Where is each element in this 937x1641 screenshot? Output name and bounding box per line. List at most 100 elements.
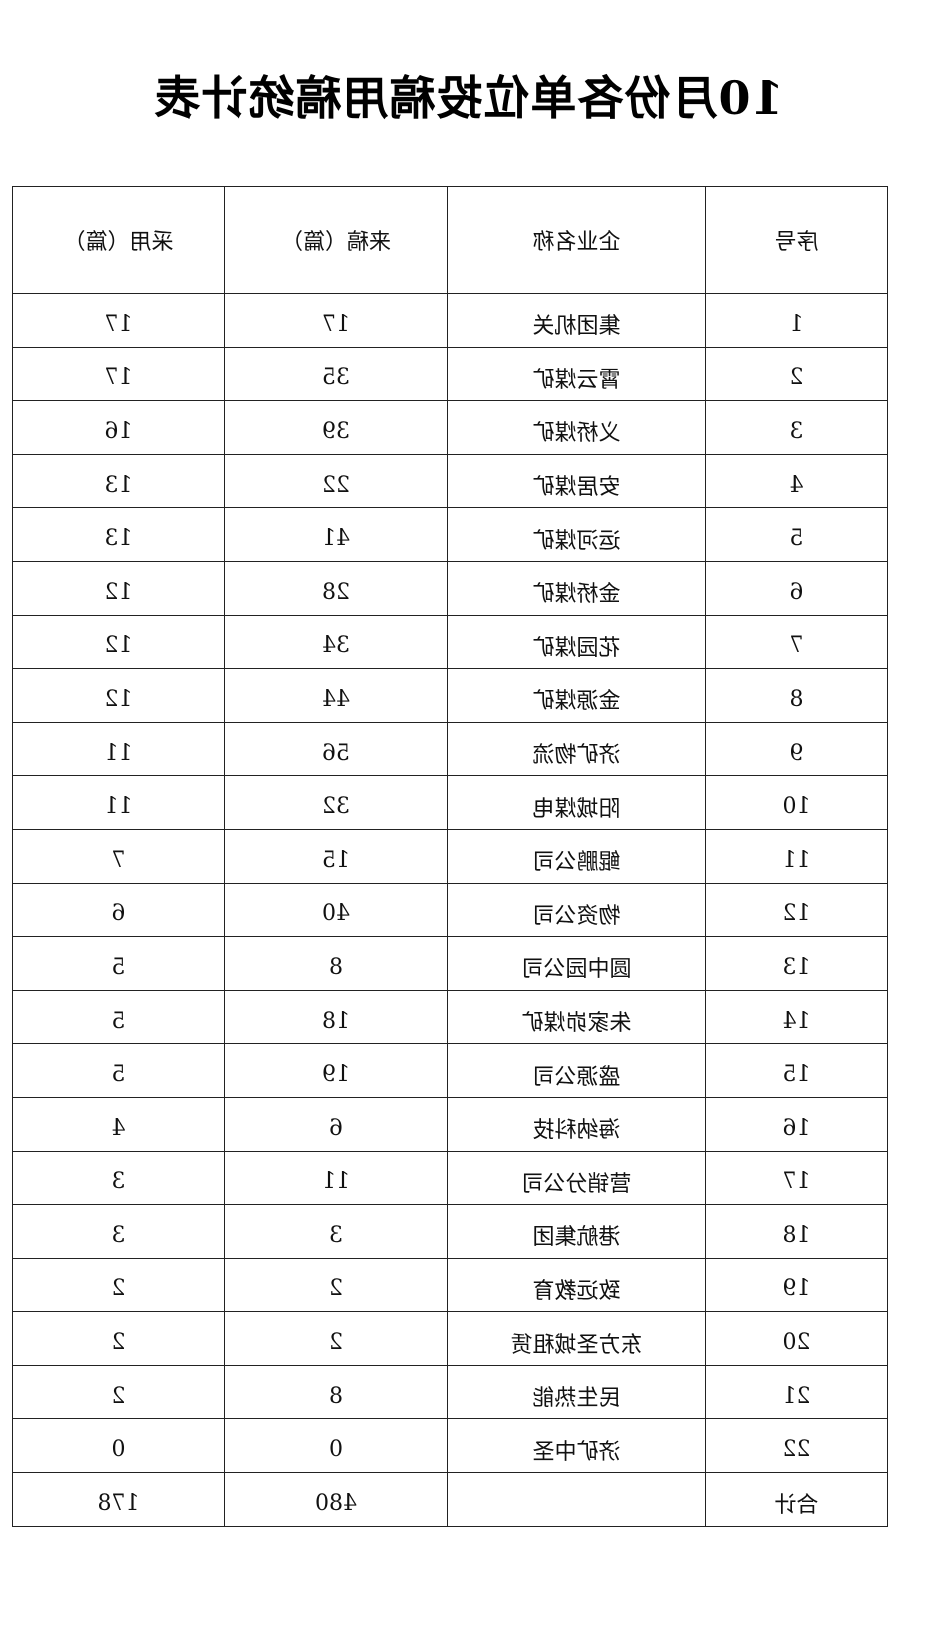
total-row: 合计 480 178 [12, 1472, 888, 1527]
cell-adopted: 5 [12, 936, 225, 991]
table-row: 1 集团机关 17 17 [12, 293, 888, 348]
cell-adopted: 13 [12, 454, 225, 508]
cell-company: 港航集团 [447, 1204, 706, 1259]
cell-adopted: 6 [12, 883, 225, 937]
cell-submitted: 56 [224, 722, 448, 776]
cell-index: 10 [705, 775, 888, 830]
cell-company: 物资公司 [447, 883, 706, 937]
table-row: 16 海纳科技 6 4 [12, 1097, 888, 1151]
cell-company: 运河煤矿 [447, 507, 706, 562]
table-row: 19 致远教育 2 2 [12, 1258, 888, 1312]
cell-index: 5 [705, 507, 888, 562]
cell-submitted: 18 [224, 990, 448, 1044]
table-row: 18 港航集团 3 3 [12, 1204, 888, 1259]
table-row: 15 盛源公司 19 5 [12, 1043, 888, 1098]
cell-adopted: 4 [12, 1097, 225, 1151]
cell-company: 致远教育 [447, 1258, 706, 1312]
cell-submitted: 35 [224, 347, 448, 401]
cell-index: 22 [705, 1418, 888, 1473]
cell-index: 12 [705, 883, 888, 937]
cell-submitted: 32 [224, 775, 448, 830]
table-row: 14 朱家峁煤矿 18 5 [12, 990, 888, 1044]
table-row: 6 金桥煤矿 28 12 [12, 561, 888, 616]
cell-company: 金源煤矿 [447, 668, 706, 723]
cell-adopted: 2 [12, 1311, 225, 1366]
cell-adopted: 2 [12, 1365, 225, 1419]
cell-index: 16 [705, 1097, 888, 1151]
cell-submitted: 8 [224, 1365, 448, 1419]
cell-index: 17 [705, 1151, 888, 1205]
cell-company: 朱家峁煤矿 [447, 990, 706, 1044]
cell-index: 9 [705, 722, 888, 776]
table-row: 4 安居煤矿 22 13 [12, 454, 888, 508]
cell-adopted: 17 [12, 293, 225, 348]
total-adopted: 178 [12, 1472, 225, 1527]
cell-submitted: 44 [224, 668, 448, 723]
cell-company: 霄云煤矿 [447, 347, 706, 401]
cell-index: 21 [705, 1365, 888, 1419]
cell-index: 19 [705, 1258, 888, 1312]
table-row: 8 金源煤矿 44 12 [12, 668, 888, 723]
cell-adopted: 11 [12, 775, 225, 830]
cell-company: 阳城煤电 [447, 775, 706, 830]
header-company: 企业名称 [447, 186, 706, 294]
table-row: 20 东方圣城租赁 2 2 [12, 1311, 888, 1366]
cell-submitted: 2 [224, 1311, 448, 1366]
cell-index: 1 [705, 293, 888, 348]
table-row: 17 营销分公司 11 3 [12, 1151, 888, 1205]
cell-adopted: 3 [12, 1204, 225, 1259]
table-row: 11 鲲鹏公司 15 7 [12, 829, 888, 884]
header-submitted: 来稿（篇） [224, 186, 448, 294]
cell-adopted: 2 [12, 1258, 225, 1312]
table-row: 2 霄云煤矿 35 17 [12, 347, 888, 401]
table-row: 22 济矿中圣 0 0 [12, 1418, 888, 1473]
table-row: 13 圆中园公司 8 5 [12, 936, 888, 991]
cell-company: 盛源公司 [447, 1043, 706, 1098]
cell-company: 安居煤矿 [447, 454, 706, 508]
cell-company: 金桥煤矿 [447, 561, 706, 616]
cell-index: 7 [705, 615, 888, 669]
cell-index: 20 [705, 1311, 888, 1366]
cell-company: 集团机关 [447, 293, 706, 348]
cell-adopted: 13 [12, 507, 225, 562]
cell-adopted: 5 [12, 1043, 225, 1098]
cell-submitted: 6 [224, 1097, 448, 1151]
cell-company: 花园煤矿 [447, 615, 706, 669]
cell-adopted: 12 [12, 561, 225, 616]
cell-adopted: 12 [12, 668, 225, 723]
cell-submitted: 3 [224, 1204, 448, 1259]
cell-submitted: 39 [224, 400, 448, 455]
total-label: 合计 [705, 1472, 888, 1527]
header-index: 序号 [705, 186, 888, 294]
total-submitted: 480 [224, 1472, 448, 1527]
cell-index: 18 [705, 1204, 888, 1259]
cell-submitted: 19 [224, 1043, 448, 1098]
cell-company: 鲲鹏公司 [447, 829, 706, 884]
cell-index: 15 [705, 1043, 888, 1098]
cell-adopted: 0 [12, 1418, 225, 1473]
table-row: 9 济矿物流 56 11 [12, 722, 888, 776]
cell-company: 东方圣城租赁 [447, 1311, 706, 1366]
cell-adopted: 5 [12, 990, 225, 1044]
cell-company: 营销分公司 [447, 1151, 706, 1205]
cell-company: 民生热能 [447, 1365, 706, 1419]
cell-adopted: 7 [12, 829, 225, 884]
cell-submitted: 40 [224, 883, 448, 937]
cell-submitted: 0 [224, 1418, 448, 1473]
cell-index: 11 [705, 829, 888, 884]
cell-index: 3 [705, 400, 888, 455]
cell-company: 义桥煤矿 [447, 400, 706, 455]
cell-adopted: 17 [12, 347, 225, 401]
cell-submitted: 15 [224, 829, 448, 884]
cell-company: 圆中园公司 [447, 936, 706, 991]
cell-adopted: 3 [12, 1151, 225, 1205]
header-adopted: 采用（篇） [12, 186, 225, 294]
cell-submitted: 11 [224, 1151, 448, 1205]
cell-index: 2 [705, 347, 888, 401]
table-row: 10 阳城煤电 32 11 [12, 775, 888, 830]
table-row: 12 物资公司 40 6 [12, 883, 888, 937]
cell-adopted: 16 [12, 400, 225, 455]
cell-index: 4 [705, 454, 888, 508]
cell-submitted: 17 [224, 293, 448, 348]
